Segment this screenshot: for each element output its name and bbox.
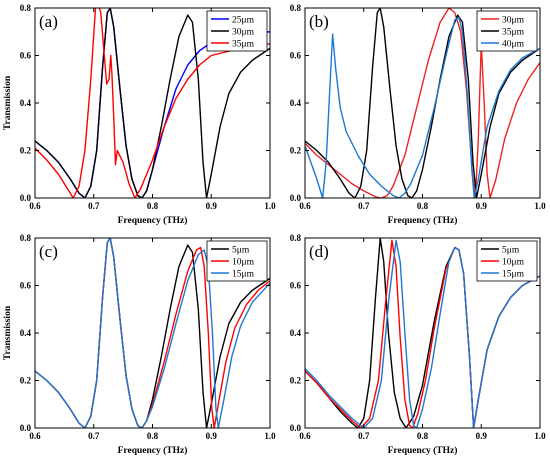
x-tick-label: 0.7 <box>88 201 100 211</box>
legend-entry: 40μm <box>502 40 525 50</box>
x-tick-label: 0.7 <box>358 431 370 441</box>
x-tick-label: 1.0 <box>264 201 276 211</box>
x-tick-label: 1.0 <box>264 431 276 441</box>
legend-entry: 10μm <box>502 258 525 268</box>
x-axis-label: Frequency (THz) <box>118 215 188 226</box>
y-tick-label: 0.2 <box>290 376 302 386</box>
x-tick-label: 0.6 <box>299 201 311 211</box>
y-tick-label: 0.0 <box>290 423 302 433</box>
series-line-2 <box>305 16 540 198</box>
y-tick-label: 0.0 <box>20 193 32 203</box>
series-line-2 <box>305 239 540 428</box>
legend-entry: 25μm <box>232 16 255 26</box>
x-tick-label: 0.8 <box>417 201 429 211</box>
series-line-2 <box>35 238 270 428</box>
legend-entry: 35μm <box>502 28 525 38</box>
y-tick-label: 0.4 <box>20 328 32 338</box>
y-tick-label: 0.6 <box>20 281 32 291</box>
x-tick-label: 0.8 <box>147 431 159 441</box>
legend-entry: 5μm <box>502 246 520 256</box>
y-tick-label: 0.8 <box>20 3 32 13</box>
panel-2: 0.6 0.7 0.8 0.9 1.0 0.0 0.2 0.4 0.6 0.8 Frequency … <box>3 233 276 456</box>
legend-entry: 30μm <box>232 28 255 38</box>
y-tick-label: 0.8 <box>290 233 302 243</box>
x-tick-label: 0.9 <box>206 431 218 441</box>
y-axis-label: Transmission <box>3 305 13 360</box>
series-line-2 <box>35 8 270 198</box>
panel-3: 0.6 0.7 0.8 0.9 1.0 0.0 0.2 0.4 0.6 0.8 Frequency … <box>290 233 546 456</box>
y-tick-label: 0.2 <box>290 146 302 156</box>
y-tick-label: 0.6 <box>290 281 302 291</box>
x-axis-label: Frequency (THz) <box>118 445 188 456</box>
y-tick-label: 0.4 <box>290 328 302 338</box>
series-line-0 <box>305 8 540 198</box>
panel-label: (c) <box>39 242 58 261</box>
legend-entry: 35μm <box>232 40 255 50</box>
panel-label: (a) <box>39 12 58 31</box>
x-axis-label: Frequency (THz) <box>388 445 458 456</box>
x-tick-label: 0.7 <box>88 431 100 441</box>
legend: 25μm 30μm 35μm <box>206 10 268 52</box>
y-tick-label: 0.8 <box>20 233 32 243</box>
y-tick-label: 0.2 <box>20 376 32 386</box>
legend-entry: 5μm <box>232 246 250 256</box>
x-tick-label: 0.9 <box>476 431 488 441</box>
x-axis-label: Frequency (THz) <box>388 215 458 226</box>
y-tick-label: 0.6 <box>20 51 32 61</box>
y-axis-label: Transmission <box>3 75 13 130</box>
x-tick-label: 0.7 <box>358 201 370 211</box>
legend-entry: 15μm <box>502 270 525 280</box>
legend: 5μm 10μm 15μm <box>206 240 268 282</box>
panel-1: 0.6 0.7 0.8 0.9 1.0 0.0 0.2 0.4 0.6 0.8 Frequency … <box>290 3 546 226</box>
panel-label: (d) <box>309 242 329 261</box>
series-line-1 <box>305 8 540 198</box>
x-tick-label: 0.9 <box>206 201 218 211</box>
panel-label: (b) <box>309 12 329 31</box>
x-tick-label: 0.9 <box>476 201 488 211</box>
y-tick-label: 0.2 <box>20 146 32 156</box>
y-tick-label: 0.6 <box>290 51 302 61</box>
y-tick-label: 0.8 <box>290 3 302 13</box>
legend: 30μm 35μm 40μm <box>476 10 538 52</box>
legend: 5μm 10μm 15μm <box>476 240 538 282</box>
y-tick-label: 0.0 <box>290 193 302 203</box>
legend-entry: 15μm <box>232 270 255 280</box>
y-tick-label: 0.4 <box>20 98 32 108</box>
x-tick-label: 0.6 <box>29 201 41 211</box>
y-tick-label: 0.4 <box>290 98 302 108</box>
x-tick-label: 0.8 <box>417 431 429 441</box>
legend-entry: 30μm <box>502 16 525 26</box>
x-tick-label: 0.8 <box>147 201 159 211</box>
x-tick-label: 1.0 <box>534 431 546 441</box>
series-line-1 <box>35 8 270 198</box>
panel-0: 0.6 0.7 0.8 0.9 1.0 0.0 0.2 0.4 0.6 0.8 Frequency … <box>3 3 276 226</box>
legend-entry: 10μm <box>232 258 255 268</box>
x-tick-label: 0.6 <box>29 431 41 441</box>
y-tick-label: 0.0 <box>20 423 32 433</box>
x-tick-label: 0.6 <box>299 431 311 441</box>
x-tick-label: 1.0 <box>534 201 546 211</box>
